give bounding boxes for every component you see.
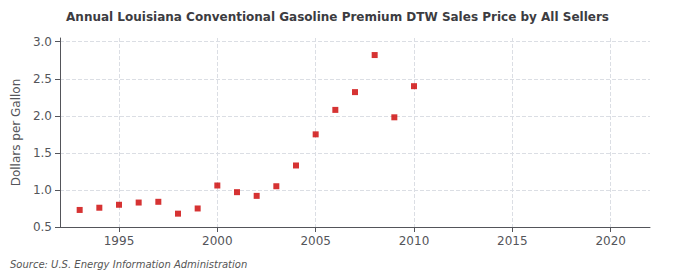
svg-text:2000: 2000 [202,234,233,248]
svg-text:2015: 2015 [497,234,528,248]
svg-text:0.5: 0.5 [33,220,52,234]
svg-text:Annual Louisiana Conventional: Annual Louisiana Conventional Gasoline P… [66,10,609,24]
svg-text:1995: 1995 [104,234,135,248]
svg-text:2.5: 2.5 [33,72,52,86]
svg-text:2005: 2005 [300,234,331,248]
svg-text:1.5: 1.5 [33,146,52,160]
svg-text:Dollars per Gallon: Dollars per Gallon [9,79,23,187]
svg-text:2.0: 2.0 [33,109,52,123]
svg-text:2010: 2010 [399,234,430,248]
svg-text:3.0: 3.0 [33,35,52,49]
svg-text:2020: 2020 [595,234,626,248]
svg-text:Source: U.S. Energy Informatio: Source: U.S. Energy Information Administ… [10,259,247,270]
svg-text:1.0: 1.0 [33,183,52,197]
